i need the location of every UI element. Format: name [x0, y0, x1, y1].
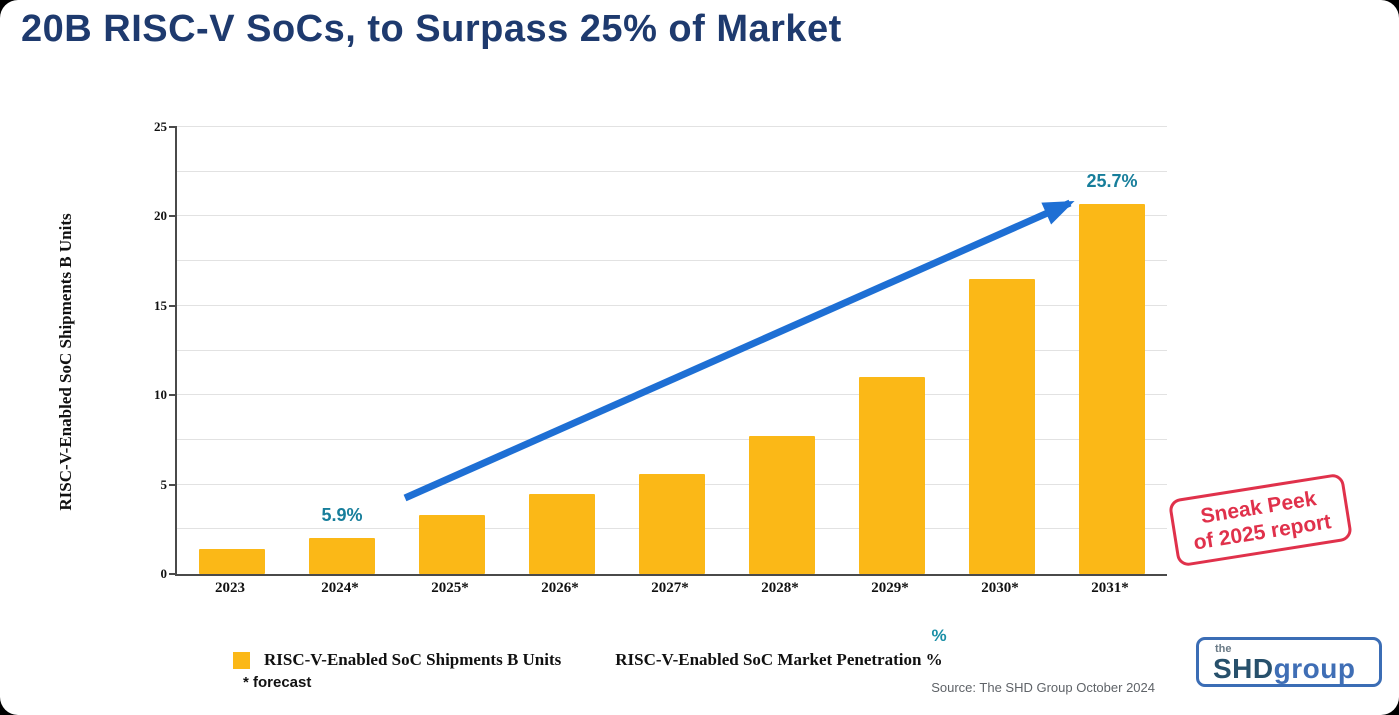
bar-slot: [177, 127, 287, 574]
x-axis-label: 2030*: [981, 580, 1019, 596]
x-axis-label: 2028*: [761, 580, 799, 596]
bar-slot: [507, 127, 617, 574]
logo-prefix: the: [1215, 643, 1232, 655]
bar-2030: [969, 278, 1035, 574]
x-axis-labels: 2023 2024* 2025* 2026* 2027* 2028* 2029* 2030* 2…: [175, 580, 1165, 597]
bar-2029: [859, 377, 925, 574]
y-tick-mark: [169, 126, 177, 128]
y-axis-title: RISC-V-Enabled SoC Shipments B Units: [56, 213, 75, 511]
bar-2026: [529, 493, 595, 574]
bar-slot: [397, 127, 507, 574]
x-axis-label: 2024*: [321, 580, 359, 596]
bar-2028: [749, 436, 815, 574]
forecast-footnote: * forecast: [243, 674, 312, 691]
bar-2025: [419, 515, 485, 574]
bar-series: 5.9% 25.7%: [177, 127, 1167, 574]
x-axis-label: 2031*: [1091, 580, 1129, 596]
logo-shd-text: SHD: [1213, 653, 1274, 684]
data-label-2024: 5.9%: [321, 505, 363, 526]
bar-2031: [1079, 203, 1145, 574]
data-label-2031: 25.7%: [1086, 170, 1138, 191]
legend-label-shipments: RISC-V-Enabled SoC Shipments B Units: [264, 650, 562, 669]
legend: RISC-V-Enabled SoC Shipments B Units % R…: [233, 626, 947, 670]
y-tick-label: 15: [154, 297, 167, 313]
bar-2027: [639, 473, 705, 574]
gridline: [177, 126, 1167, 127]
plot-area: 0 5 10 15 20 25 5.9% 25.7%: [154, 119, 1167, 581]
bar-2023: [199, 548, 265, 574]
source-text: Source: The SHD Group October 2024: [931, 680, 1155, 695]
y-tick-label: 10: [154, 387, 167, 403]
bar-slot: [947, 127, 1057, 574]
y-tick-mark: [169, 394, 177, 397]
y-tick-label: 25: [154, 119, 167, 134]
x-axis-label: 2025*: [431, 580, 469, 596]
y-tick-mark: [169, 483, 177, 486]
legend-label-penetration: % RISC-V-Enabled SoC Market Penetration …: [615, 626, 946, 670]
y-tick-label: 0: [160, 566, 168, 581]
legend-label-penetration-text: RISC-V-Enabled SoC Market Penetration %: [615, 650, 943, 669]
x-axis-label: 2029*: [871, 580, 909, 596]
penetration-percent-mark: %: [931, 626, 947, 645]
x-axis-label: 2023: [215, 580, 245, 596]
y-tick-label: 5: [160, 476, 168, 492]
bar-slot: [837, 127, 947, 574]
x-axis-label: 2027*: [651, 580, 689, 596]
bar-slot: 5.9%: [287, 127, 397, 574]
bar-slot: 25.7%: [1057, 127, 1167, 574]
x-axis-label: 2026*: [541, 580, 579, 596]
logo-group-text: group: [1273, 653, 1356, 684]
bar-slot: [617, 127, 727, 574]
logo-wordmark: SHDgroup: [1213, 653, 1355, 685]
y-tick-mark: [169, 573, 177, 575]
shd-group-logo: the SHDgroup: [1196, 637, 1382, 687]
gridline: [177, 170, 1167, 172]
y-tick-mark: [169, 215, 177, 218]
y-tick-label: 20: [154, 208, 167, 224]
bar-2024: [309, 538, 375, 574]
page-title: 20B RISC-V SoCs, to Surpass 25% of Marke…: [21, 8, 842, 50]
y-tick-mark: [169, 304, 177, 307]
legend-swatch-shipments: [233, 651, 250, 669]
sneak-peek-stamp: Sneak Peek of 2025 report: [1167, 472, 1354, 568]
bar-slot: [727, 127, 837, 574]
